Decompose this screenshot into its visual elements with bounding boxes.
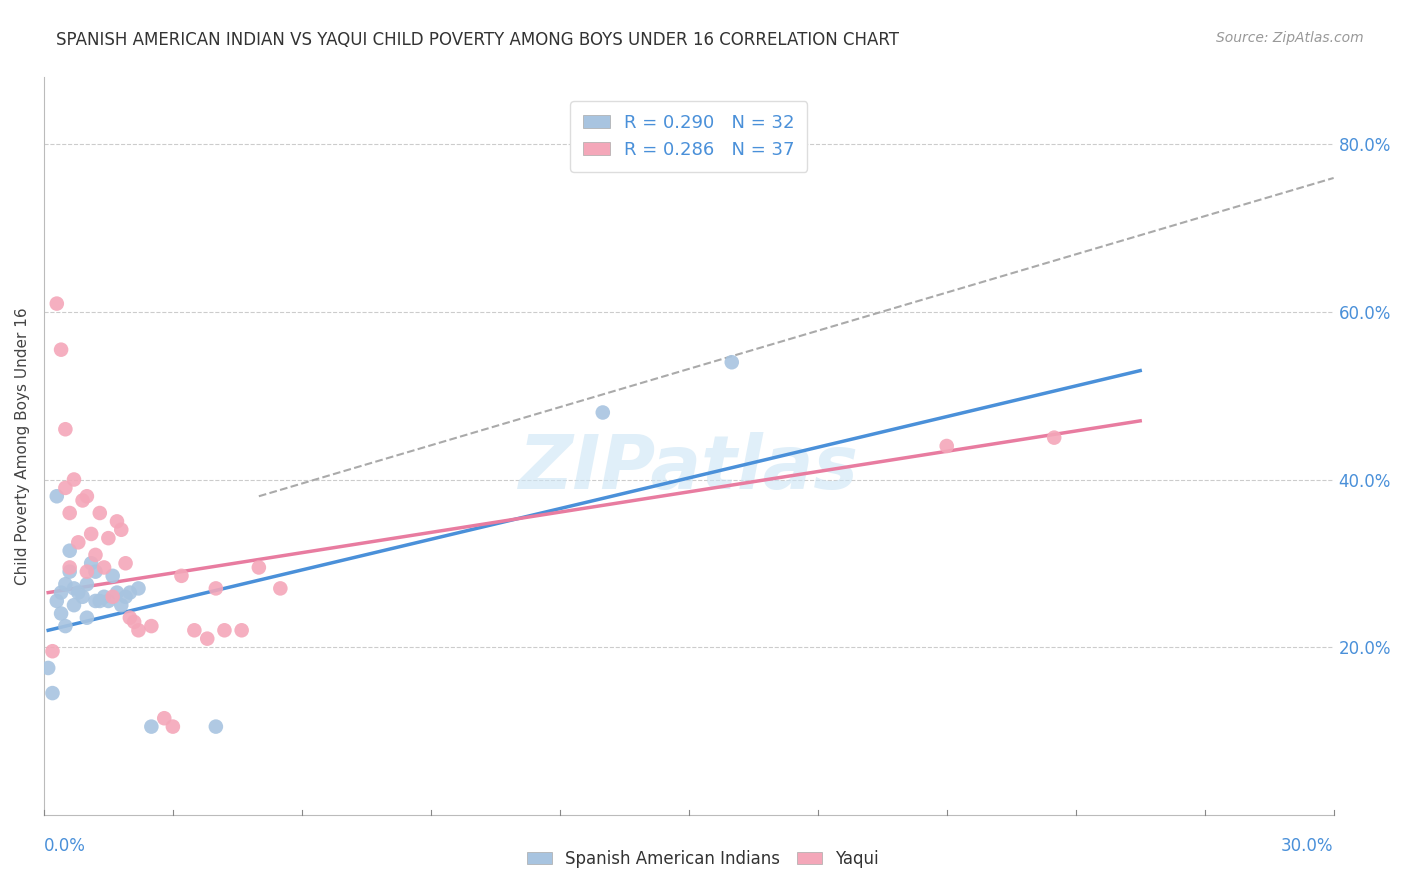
Point	[205, 720, 228, 734]
Point	[59, 565, 82, 579]
Point	[141, 720, 163, 734]
Point	[55, 577, 77, 591]
Point	[59, 560, 82, 574]
Point	[76, 565, 98, 579]
Point	[49, 343, 72, 357]
Point	[84, 594, 107, 608]
Point	[101, 590, 124, 604]
Text: 30.0%: 30.0%	[1281, 837, 1334, 855]
Point	[37, 661, 59, 675]
Point	[55, 619, 77, 633]
Point	[269, 582, 291, 596]
Point	[76, 577, 98, 591]
Point	[153, 711, 176, 725]
Point	[72, 590, 94, 604]
Point	[89, 506, 111, 520]
Point	[49, 607, 72, 621]
Text: ZIPatlas: ZIPatlas	[519, 432, 859, 505]
Point	[114, 556, 136, 570]
Point	[89, 594, 111, 608]
Point	[41, 686, 63, 700]
Point	[45, 489, 67, 503]
Point	[80, 527, 103, 541]
Point	[205, 582, 228, 596]
Point	[127, 582, 149, 596]
Point	[110, 598, 132, 612]
Point	[80, 556, 103, 570]
Point	[118, 585, 141, 599]
Point	[63, 473, 86, 487]
Point	[110, 523, 132, 537]
Point	[45, 296, 67, 310]
Point	[41, 644, 63, 658]
Text: 0.0%: 0.0%	[44, 837, 86, 855]
Point	[59, 506, 82, 520]
Point	[59, 543, 82, 558]
Point	[170, 569, 193, 583]
Point	[84, 548, 107, 562]
Point	[214, 624, 236, 638]
Point	[247, 560, 270, 574]
Point	[183, 624, 205, 638]
Point	[97, 531, 120, 545]
Legend: Spanish American Indians, Yaqui: Spanish American Indians, Yaqui	[520, 844, 886, 875]
Y-axis label: Child Poverty Among Boys Under 16: Child Poverty Among Boys Under 16	[15, 307, 30, 585]
Point	[105, 515, 128, 529]
Point	[101, 569, 124, 583]
Point	[141, 619, 163, 633]
Point	[114, 590, 136, 604]
Text: SPANISH AMERICAN INDIAN VS YAQUI CHILD POVERTY AMONG BOYS UNDER 16 CORRELATION C: SPANISH AMERICAN INDIAN VS YAQUI CHILD P…	[56, 31, 900, 49]
Point	[55, 422, 77, 436]
Point	[93, 590, 115, 604]
Point	[49, 585, 72, 599]
Point	[118, 611, 141, 625]
Point	[1043, 431, 1066, 445]
Point	[162, 720, 184, 734]
Point	[122, 615, 145, 629]
Point	[592, 405, 614, 419]
Point	[105, 585, 128, 599]
Point	[76, 489, 98, 503]
Text: Source: ZipAtlas.com: Source: ZipAtlas.com	[1216, 31, 1364, 45]
Point	[127, 624, 149, 638]
Legend: R = 0.290   N = 32, R = 0.286   N = 37: R = 0.290 N = 32, R = 0.286 N = 37	[569, 101, 807, 171]
Point	[195, 632, 218, 646]
Point	[55, 481, 77, 495]
Point	[97, 594, 120, 608]
Point	[63, 582, 86, 596]
Point	[84, 565, 107, 579]
Point	[67, 585, 90, 599]
Point	[45, 594, 67, 608]
Point	[93, 560, 115, 574]
Point	[72, 493, 94, 508]
Point	[76, 611, 98, 625]
Point	[935, 439, 957, 453]
Point	[231, 624, 253, 638]
Point	[67, 535, 90, 549]
Point	[63, 598, 86, 612]
Point	[720, 355, 742, 369]
